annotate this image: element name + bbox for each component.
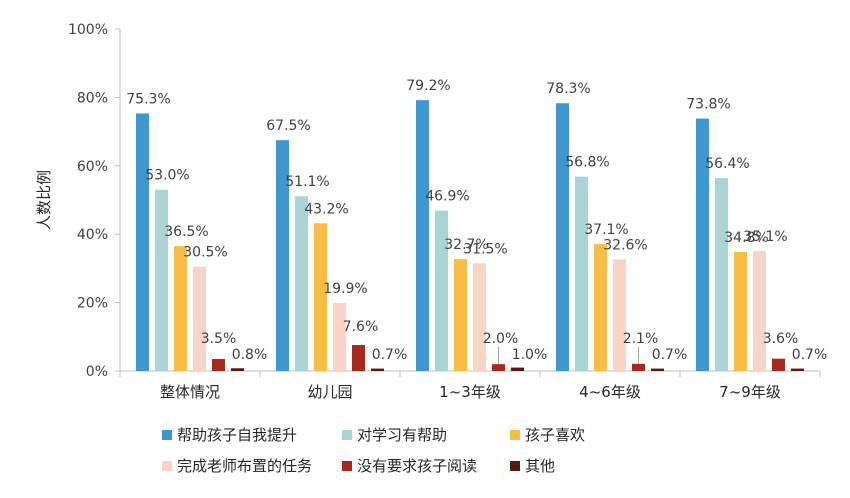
data-label: 56.8% xyxy=(565,155,609,171)
bar xyxy=(352,345,365,371)
bar xyxy=(212,359,225,371)
data-label: 0.7% xyxy=(652,347,688,363)
bar xyxy=(753,250,766,371)
legend-label: 没有要求孩子阅读 xyxy=(357,457,477,475)
x-category-label: 4~6年级 xyxy=(579,383,641,401)
data-label: 75.3% xyxy=(126,91,170,107)
bar xyxy=(613,259,626,371)
legend-label: 对学习有帮助 xyxy=(357,426,447,444)
bar xyxy=(651,368,664,371)
data-label: 34.8% xyxy=(724,230,768,246)
data-label: 7.6% xyxy=(343,319,379,335)
data-label: 46.9% xyxy=(425,189,469,205)
x-category-label: 幼儿园 xyxy=(307,383,352,401)
y-axis-title: 人数比例 xyxy=(35,170,53,230)
data-label: 2.1% xyxy=(623,331,659,347)
legend-label: 完成老师布置的任务 xyxy=(177,457,312,475)
bar xyxy=(556,103,569,372)
data-label: 79.2% xyxy=(406,78,450,94)
bar xyxy=(155,189,168,371)
data-label: 31.5% xyxy=(463,241,507,257)
bar xyxy=(696,118,709,371)
x-category-label: 整体情况 xyxy=(160,383,220,401)
bar xyxy=(575,176,588,371)
bar xyxy=(454,259,467,371)
data-label: 37.1% xyxy=(584,222,628,238)
bar xyxy=(416,100,429,372)
bar xyxy=(435,210,448,371)
y-tick-label: 60% xyxy=(77,159,108,175)
bar xyxy=(473,263,486,371)
data-label: 1.0% xyxy=(512,347,548,363)
bar xyxy=(492,364,505,371)
data-label: 3.5% xyxy=(201,331,237,347)
data-label: 56.4% xyxy=(705,156,749,172)
legend-label: 其他 xyxy=(525,457,555,475)
bar xyxy=(791,368,804,371)
data-label: 32.6% xyxy=(603,238,647,254)
y-tick-label: 0% xyxy=(86,364,108,380)
bar xyxy=(174,246,187,371)
bar xyxy=(276,140,289,371)
legend-swatch xyxy=(162,430,172,440)
bar xyxy=(371,368,384,371)
bar xyxy=(193,266,206,371)
y-tick-label: 80% xyxy=(77,90,108,106)
y-tick-label: 40% xyxy=(77,227,108,243)
data-label: 0.7% xyxy=(372,347,408,363)
data-label: 35.1% xyxy=(743,229,787,245)
data-label: 36.5% xyxy=(164,224,208,240)
data-label: 3.6% xyxy=(763,331,799,347)
legend-swatch xyxy=(342,461,352,471)
bar xyxy=(734,251,747,371)
bar xyxy=(314,223,327,371)
bar xyxy=(511,367,524,371)
data-label: 51.1% xyxy=(285,174,329,190)
bar xyxy=(715,178,728,371)
data-label: 43.2% xyxy=(304,201,348,217)
data-label: 78.3% xyxy=(546,81,590,97)
bar xyxy=(333,302,346,371)
bar xyxy=(632,363,645,371)
data-label: 53.0% xyxy=(145,168,189,184)
data-label: 2.0% xyxy=(483,331,519,347)
bar xyxy=(136,113,149,371)
x-category-label: 7~9年级 xyxy=(719,383,781,401)
data-label: 30.5% xyxy=(183,245,227,261)
legend-label: 帮助孩子自我提升 xyxy=(177,426,297,444)
bar xyxy=(295,196,308,371)
bar xyxy=(772,358,785,371)
data-label: 73.8% xyxy=(686,97,730,113)
y-tick-label: 20% xyxy=(77,296,108,312)
y-tick-label: 100% xyxy=(68,22,108,38)
legend-swatch xyxy=(342,430,352,440)
data-label: 0.7% xyxy=(792,347,828,363)
x-category-label: 1~3年级 xyxy=(439,383,501,401)
data-label: 67.5% xyxy=(266,118,310,134)
legend-swatch xyxy=(510,461,520,471)
bar xyxy=(594,244,607,371)
data-label: 19.9% xyxy=(323,281,367,297)
legend-swatch xyxy=(162,461,172,471)
bar xyxy=(231,368,244,371)
data-label: 0.8% xyxy=(232,347,268,363)
legend-swatch xyxy=(510,430,520,440)
data-label: 32.7% xyxy=(444,237,488,253)
legend-label: 孩子喜欢 xyxy=(525,426,585,444)
